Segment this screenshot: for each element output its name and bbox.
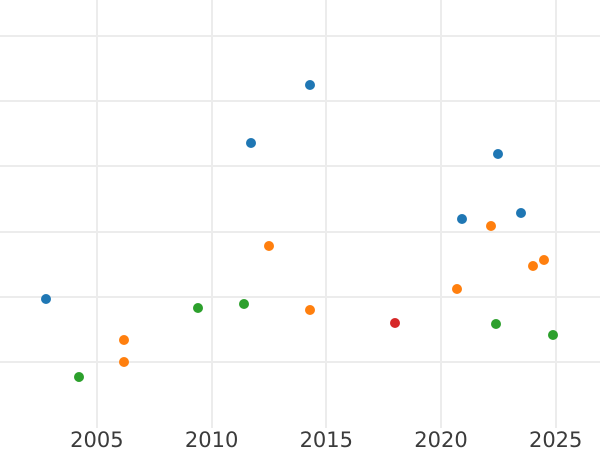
- horizontal-gridline: [0, 165, 600, 168]
- x-tick-label: 2015: [299, 428, 354, 450]
- x-tick-label: 2025: [528, 428, 583, 450]
- data-point-blue: [245, 138, 256, 149]
- vertical-gridline: [440, 0, 442, 428]
- data-point-blue: [516, 207, 527, 218]
- x-tick-label: 2005: [70, 428, 124, 450]
- horizontal-gridline: [0, 230, 600, 233]
- data-point-green: [548, 329, 559, 340]
- data-point-green: [73, 372, 84, 383]
- vertical-gridline: [554, 0, 557, 428]
- data-point-green: [192, 303, 203, 314]
- data-point-blue: [305, 79, 316, 90]
- data-point-orange: [305, 305, 316, 316]
- data-point-orange: [527, 260, 538, 271]
- data-point-orange: [119, 357, 130, 368]
- data-point-red: [390, 318, 401, 329]
- horizontal-gridline: [0, 34, 600, 37]
- vertical-gridline: [325, 0, 328, 428]
- data-point-orange: [539, 254, 550, 265]
- data-point-orange: [119, 335, 130, 346]
- vertical-gridline: [210, 0, 213, 428]
- horizontal-gridline: [0, 99, 600, 102]
- data-point-green: [238, 299, 249, 310]
- data-point-blue: [456, 214, 467, 225]
- data-point-orange: [263, 241, 274, 252]
- horizontal-gridline: [0, 361, 600, 364]
- data-point-orange: [452, 284, 463, 295]
- x-tick-label: 2010: [184, 428, 239, 450]
- horizontal-gridline: [0, 296, 600, 298]
- data-point-blue: [493, 148, 504, 159]
- data-point-orange: [486, 221, 497, 232]
- vertical-gridline: [95, 0, 98, 428]
- data-point-green: [491, 318, 502, 329]
- data-point-blue: [41, 293, 52, 304]
- x-tick-label: 2020: [414, 428, 468, 450]
